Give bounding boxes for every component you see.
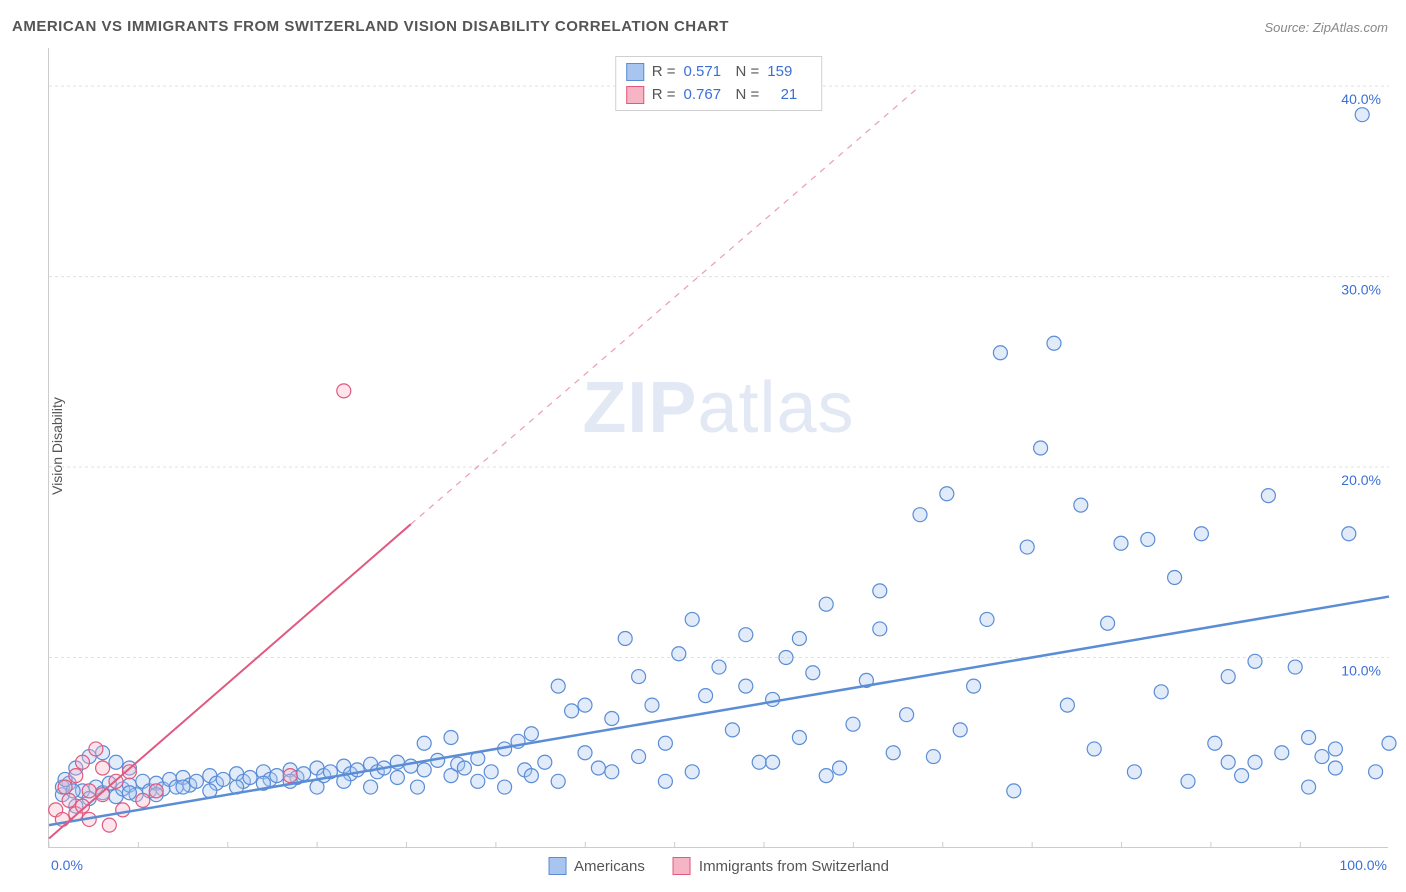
r-label: R = [652,61,676,84]
svg-text:10.0%: 10.0% [1341,663,1381,679]
stats-row-immigrants: R = 0.767 N = 21 [626,84,812,107]
legend-label-immigrants: Immigrants from Switzerland [699,858,889,875]
legend-label-americans: Americans [574,858,645,875]
legend-item-americans: Americans [548,857,645,875]
svg-text:30.0%: 30.0% [1341,282,1381,298]
plot-area: 10.0%20.0%30.0%40.0%0.0%100.0% ZIPatlas … [48,48,1388,848]
bottom-legend: Americans Immigrants from Switzerland [548,857,889,875]
n-value-immigrants: 21 [767,84,797,107]
n-value-americans: 159 [767,61,811,84]
stats-legend: R = 0.571 N = 159 R = 0.767 N = 21 [615,56,823,111]
r-label: R = [652,84,676,107]
swatch-pink-icon [673,857,691,875]
svg-text:100.0%: 100.0% [1340,857,1387,873]
n-label: N = [736,84,760,107]
swatch-blue-icon [548,857,566,875]
svg-text:20.0%: 20.0% [1341,472,1381,488]
chart-title: AMERICAN VS IMMIGRANTS FROM SWITZERLAND … [12,18,729,35]
swatch-blue [626,63,644,81]
r-value-immigrants: 0.767 [684,84,728,107]
svg-text:40.0%: 40.0% [1341,91,1381,107]
svg-text:0.0%: 0.0% [51,857,83,873]
source-attribution: Source: ZipAtlas.com [1264,20,1388,35]
stats-row-americans: R = 0.571 N = 159 [626,61,812,84]
legend-item-immigrants: Immigrants from Switzerland [673,857,889,875]
n-label: N = [736,61,760,84]
swatch-pink [626,86,644,104]
scatter-chart: 10.0%20.0%30.0%40.0%0.0%100.0% [49,48,1389,848]
r-value-americans: 0.571 [684,61,728,84]
